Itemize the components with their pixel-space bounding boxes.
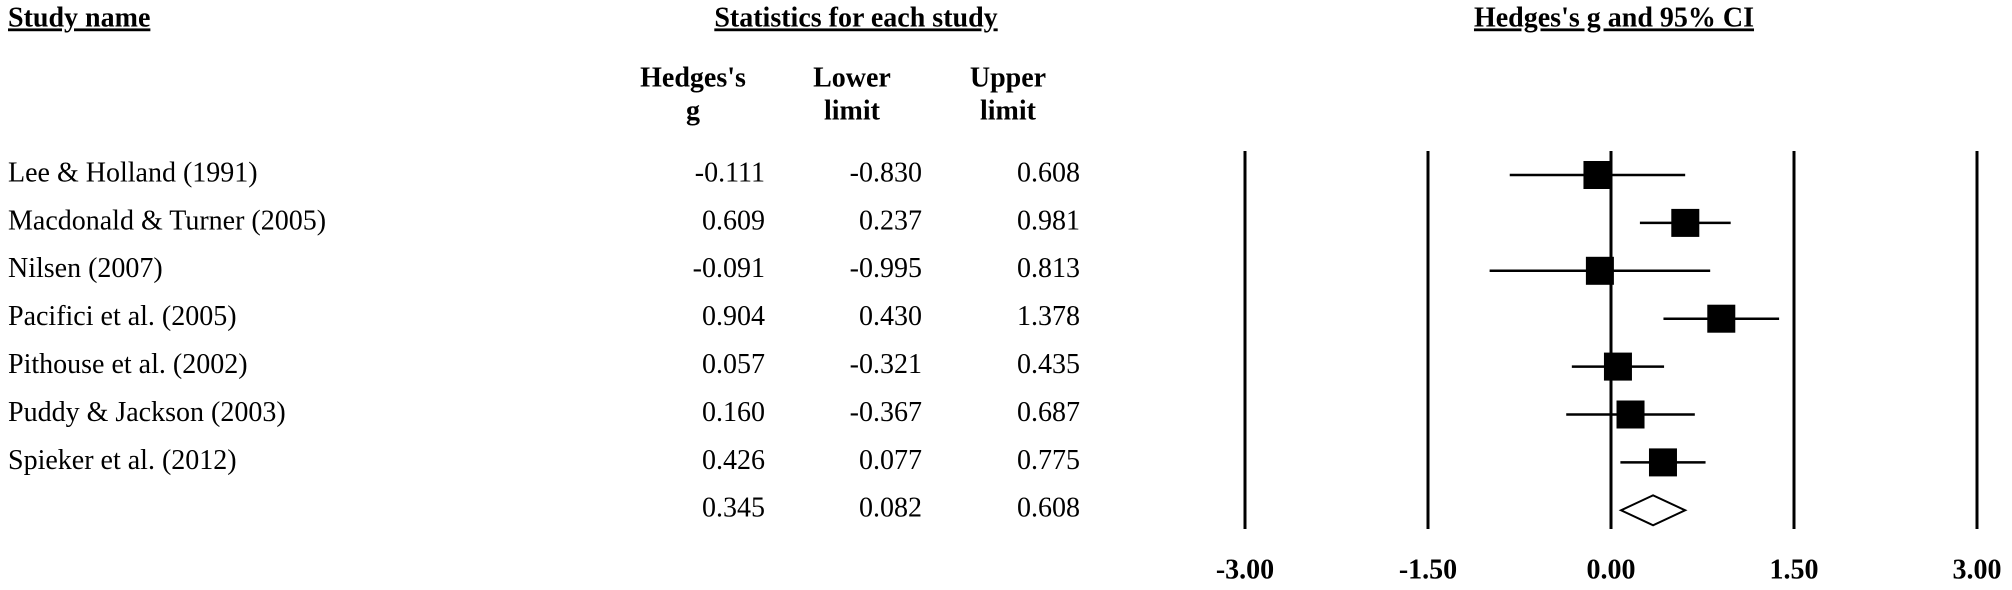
table-cell: 0.981 bbox=[1017, 205, 1080, 236]
summary-cell: 0.345 bbox=[702, 493, 765, 524]
effect-square bbox=[1583, 161, 1612, 189]
heading: Statistics for each study bbox=[714, 2, 997, 33]
table-cell: 0.813 bbox=[1017, 253, 1080, 284]
effect-square bbox=[1707, 304, 1736, 333]
heading: Study name bbox=[8, 2, 150, 33]
study-name: Pacifici et al. (2005) bbox=[8, 301, 237, 332]
table-cell: 0.609 bbox=[702, 205, 765, 236]
study-name: Lee & Holland (1991) bbox=[8, 157, 258, 188]
effect-square bbox=[1671, 208, 1700, 237]
heading: Hedges's g and 95% CI bbox=[1474, 2, 1754, 33]
column-header: limit bbox=[824, 95, 881, 126]
table-cell: 0.426 bbox=[702, 445, 765, 476]
table-cell: 1.378 bbox=[1017, 301, 1080, 332]
table-cell: 0.237 bbox=[859, 205, 922, 236]
x-tick-label: -3.00 bbox=[1216, 554, 1274, 585]
table-cell: 0.057 bbox=[702, 349, 765, 380]
table-cell: 0.687 bbox=[1017, 397, 1080, 428]
table-cell: 0.430 bbox=[859, 301, 922, 332]
table-cell: -0.091 bbox=[693, 253, 765, 284]
column-header: Upper bbox=[970, 62, 1046, 93]
table-cell: 0.775 bbox=[1017, 445, 1080, 476]
effect-square bbox=[1585, 256, 1614, 285]
column-header: Lower bbox=[813, 62, 891, 93]
effect-square bbox=[1648, 448, 1677, 477]
table-cell: 0.160 bbox=[702, 397, 765, 428]
x-tick-label: -1.50 bbox=[1399, 554, 1457, 585]
column-header: g bbox=[686, 95, 700, 126]
effect-square bbox=[1616, 400, 1645, 429]
study-name: Puddy & Jackson (2003) bbox=[8, 397, 286, 428]
column-header: limit bbox=[980, 95, 1037, 126]
summary-cell: 0.082 bbox=[859, 493, 922, 524]
table-cell: -0.995 bbox=[850, 253, 922, 284]
table-cell: -0.111 bbox=[695, 157, 765, 188]
table-cell: -0.830 bbox=[850, 157, 922, 188]
table-cell: 0.904 bbox=[702, 301, 765, 332]
x-tick-label: 1.50 bbox=[1770, 554, 1819, 585]
table-cell: 0.435 bbox=[1017, 349, 1080, 380]
column-header: Hedges's bbox=[640, 62, 746, 93]
table-cell: -0.367 bbox=[850, 397, 922, 428]
table-cell: -0.321 bbox=[850, 349, 922, 380]
summary-cell: 0.608 bbox=[1017, 493, 1080, 524]
table-cell: 0.077 bbox=[859, 445, 922, 476]
study-name: Nilsen (2007) bbox=[8, 253, 163, 284]
summary-diamond bbox=[1618, 494, 1688, 527]
table-cell: 0.608 bbox=[1017, 157, 1080, 188]
study-name: Pithouse et al. (2002) bbox=[8, 349, 248, 380]
study-name: Spieker et al. (2012) bbox=[8, 445, 237, 476]
x-tick-label: 0.00 bbox=[1587, 554, 1636, 585]
study-name: Macdonald & Turner (2005) bbox=[8, 205, 326, 236]
effect-square bbox=[1603, 352, 1632, 381]
x-tick-label: 3.00 bbox=[1953, 554, 2002, 585]
